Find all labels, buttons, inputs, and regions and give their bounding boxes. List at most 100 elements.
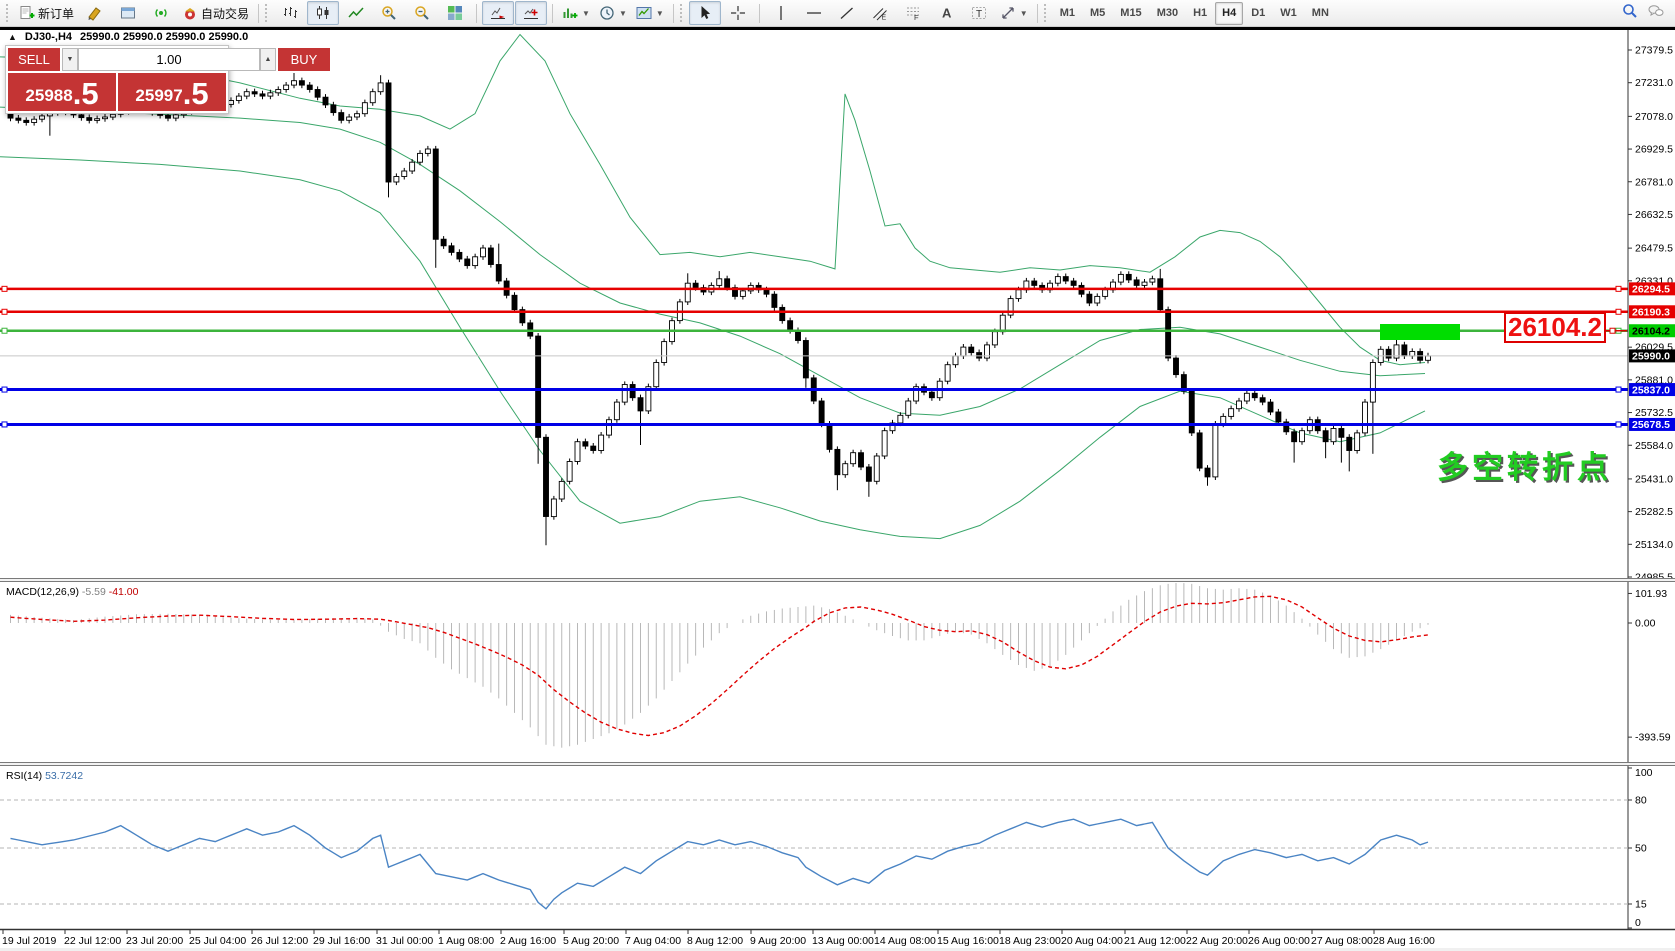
turning-point-annotation[interactable]: 多空转折点 (1437, 450, 1612, 485)
vertical-line-icon (773, 5, 789, 21)
styler-button[interactable] (79, 1, 111, 25)
fibonacci-button[interactable]: F (897, 1, 929, 25)
timeframe-w1-button[interactable]: W1 (1280, 7, 1297, 19)
line-handle (1, 386, 8, 393)
search-icon[interactable] (1622, 3, 1638, 24)
chat-icon[interactable] (1648, 3, 1664, 24)
auto-scroll-icon (490, 5, 506, 21)
timeframe-m5-button[interactable]: M5 (1090, 7, 1106, 19)
timeframe-h1-button[interactable]: H1 (1193, 7, 1208, 19)
svg-text:25990.0: 25990.0 (1632, 351, 1670, 363)
chart-shift-button[interactable] (515, 1, 548, 25)
time-tick-label: 25 Jul 04:00 (189, 935, 246, 947)
zoom-out-button[interactable] (406, 1, 438, 25)
line-handle (1615, 386, 1622, 393)
timeframe-mn-button[interactable]: MN (1311, 7, 1329, 19)
volume-decrease-button[interactable]: ▼ (62, 48, 78, 71)
macd-indicator-label: MACD(12,26,9) -5.59 -41.00 (6, 586, 139, 598)
time-tick-label: 8 Aug 12:00 (687, 935, 743, 947)
periods-button[interactable]: ▼ (595, 1, 631, 25)
crosshair-icon (730, 5, 746, 21)
chevron-down-icon: ▼ (582, 8, 590, 18)
arrows-icon (1000, 5, 1016, 21)
svg-text:26104.2: 26104.2 (1632, 325, 1670, 337)
toolbar-separator (672, 3, 674, 23)
pane-separator[interactable] (0, 762, 1675, 766)
bollinger-upper-band (0, 33, 1426, 366)
window-icon (120, 5, 136, 21)
price-axis[interactable]: 27379.5 27231.0 27078.0 26929.5 26781.0 26632… (1627, 30, 1675, 930)
auto-scroll-button[interactable] (482, 1, 515, 25)
horizontal-line-button[interactable] (798, 1, 830, 25)
price-tag-25837.0 (1629, 383, 1675, 397)
new-order-button[interactable]: 新订单 (15, 1, 78, 25)
bar-chart-button[interactable] (274, 1, 306, 25)
fibonacci-icon: F (905, 5, 921, 21)
time-tick-label: 22 Jul 12:00 (64, 935, 121, 947)
chevron-down-icon: ▼ (655, 8, 664, 18)
horizontal-levels-layer[interactable] (0, 285, 1628, 428)
volume-stepper: ▼ ▲ (62, 48, 276, 71)
signals-button[interactable] (145, 1, 177, 25)
timeframe-m1-button[interactable]: M1 (1059, 7, 1075, 19)
collapse-triangle-icon[interactable]: ▲ (8, 32, 17, 42)
candlestick-chart-button[interactable] (307, 1, 340, 25)
time-axis[interactable]: 19 Jul 2019 22 Jul 12:00 23 Jul 20:00 25 Ju… (2, 930, 1435, 947)
volume-input[interactable] (78, 48, 260, 71)
price-tick-label: 27379.5 (1635, 45, 1673, 57)
buy-price-box[interactable]: 25997 .5 (118, 73, 226, 111)
text-label-icon: T (971, 5, 987, 21)
volume-increase-button[interactable]: ▲ (260, 48, 276, 71)
line-handle (1, 308, 8, 315)
highlight-zone-rect[interactable] (1380, 324, 1460, 340)
market-watch-button[interactable] (112, 1, 144, 25)
time-tick-label: 2 Aug 16:00 (500, 935, 556, 947)
time-tick-label: 20 Aug 04:00 (1061, 935, 1123, 947)
crosshair-button[interactable] (722, 1, 754, 25)
timeframe-h4-button[interactable]: H4 (1215, 1, 1244, 25)
buy-button[interactable]: BUY (278, 48, 330, 71)
toolbar-grip (679, 4, 685, 22)
time-tick-label: 14 Aug 08:00 (874, 935, 936, 947)
sell-button[interactable]: SELL (8, 48, 60, 71)
price-callout-label[interactable]: 26104.2 (1504, 312, 1606, 343)
timeframe-d1-button[interactable]: D1 (1251, 7, 1266, 19)
price-tick-label: 27231.0 (1635, 77, 1673, 89)
toolbar-separator (758, 3, 760, 23)
sell-price-box[interactable]: 25988 .5 (8, 73, 116, 111)
pane-separator[interactable] (0, 578, 1675, 582)
time-tick-label: 29 Jul 16:00 (313, 935, 370, 947)
trendline-button[interactable] (831, 1, 863, 25)
cursor-button[interactable] (688, 1, 721, 25)
tile-windows-button[interactable] (439, 1, 471, 25)
svg-text:80: 80 (1635, 795, 1647, 807)
templates-button[interactable]: ▼ (632, 1, 668, 25)
sell-price-fraction: .5 (72, 76, 99, 111)
clock-icon (599, 5, 615, 21)
price-tick-label: 27078.0 (1635, 111, 1673, 123)
text-label-button[interactable]: T (963, 1, 995, 25)
svg-text:25837.0: 25837.0 (1632, 384, 1670, 396)
shapes-button[interactable]: ▼ (996, 1, 1032, 25)
timeframe-m15-button[interactable]: M15 (1120, 7, 1142, 19)
auto-trading-button[interactable]: 自动交易 (178, 1, 253, 25)
time-tick-label: 23 Jul 20:00 (126, 935, 183, 947)
text-button[interactable]: A (930, 1, 962, 25)
time-tick-label: 1 Aug 08:00 (438, 935, 494, 947)
channel-button[interactable]: E (864, 1, 896, 25)
chart-symbol-period: DJ30-,H4 (24, 31, 72, 43)
time-tick-label: 13 Aug 00:00 (812, 935, 874, 947)
time-tick-label: 21 Aug 12:00 (1124, 935, 1186, 947)
horizontal-line-icon (806, 5, 822, 21)
timeframe-m30-button[interactable]: M30 (1156, 7, 1179, 19)
rsi-line (10, 818, 1429, 910)
zoom-in-button[interactable] (373, 1, 405, 25)
price-tick-label: 26479.5 (1635, 243, 1673, 255)
indicators-button[interactable]: ▼ (558, 1, 594, 25)
line-chart-button[interactable] (340, 1, 372, 25)
chart-title-row: ▲ DJ30-,H4 25990.0 25990.0 25990.0 25990… (8, 31, 248, 43)
vertical-line-button[interactable] (765, 1, 797, 25)
price-tag-25678.5 (1629, 417, 1675, 431)
toolbar-separator (552, 3, 554, 23)
